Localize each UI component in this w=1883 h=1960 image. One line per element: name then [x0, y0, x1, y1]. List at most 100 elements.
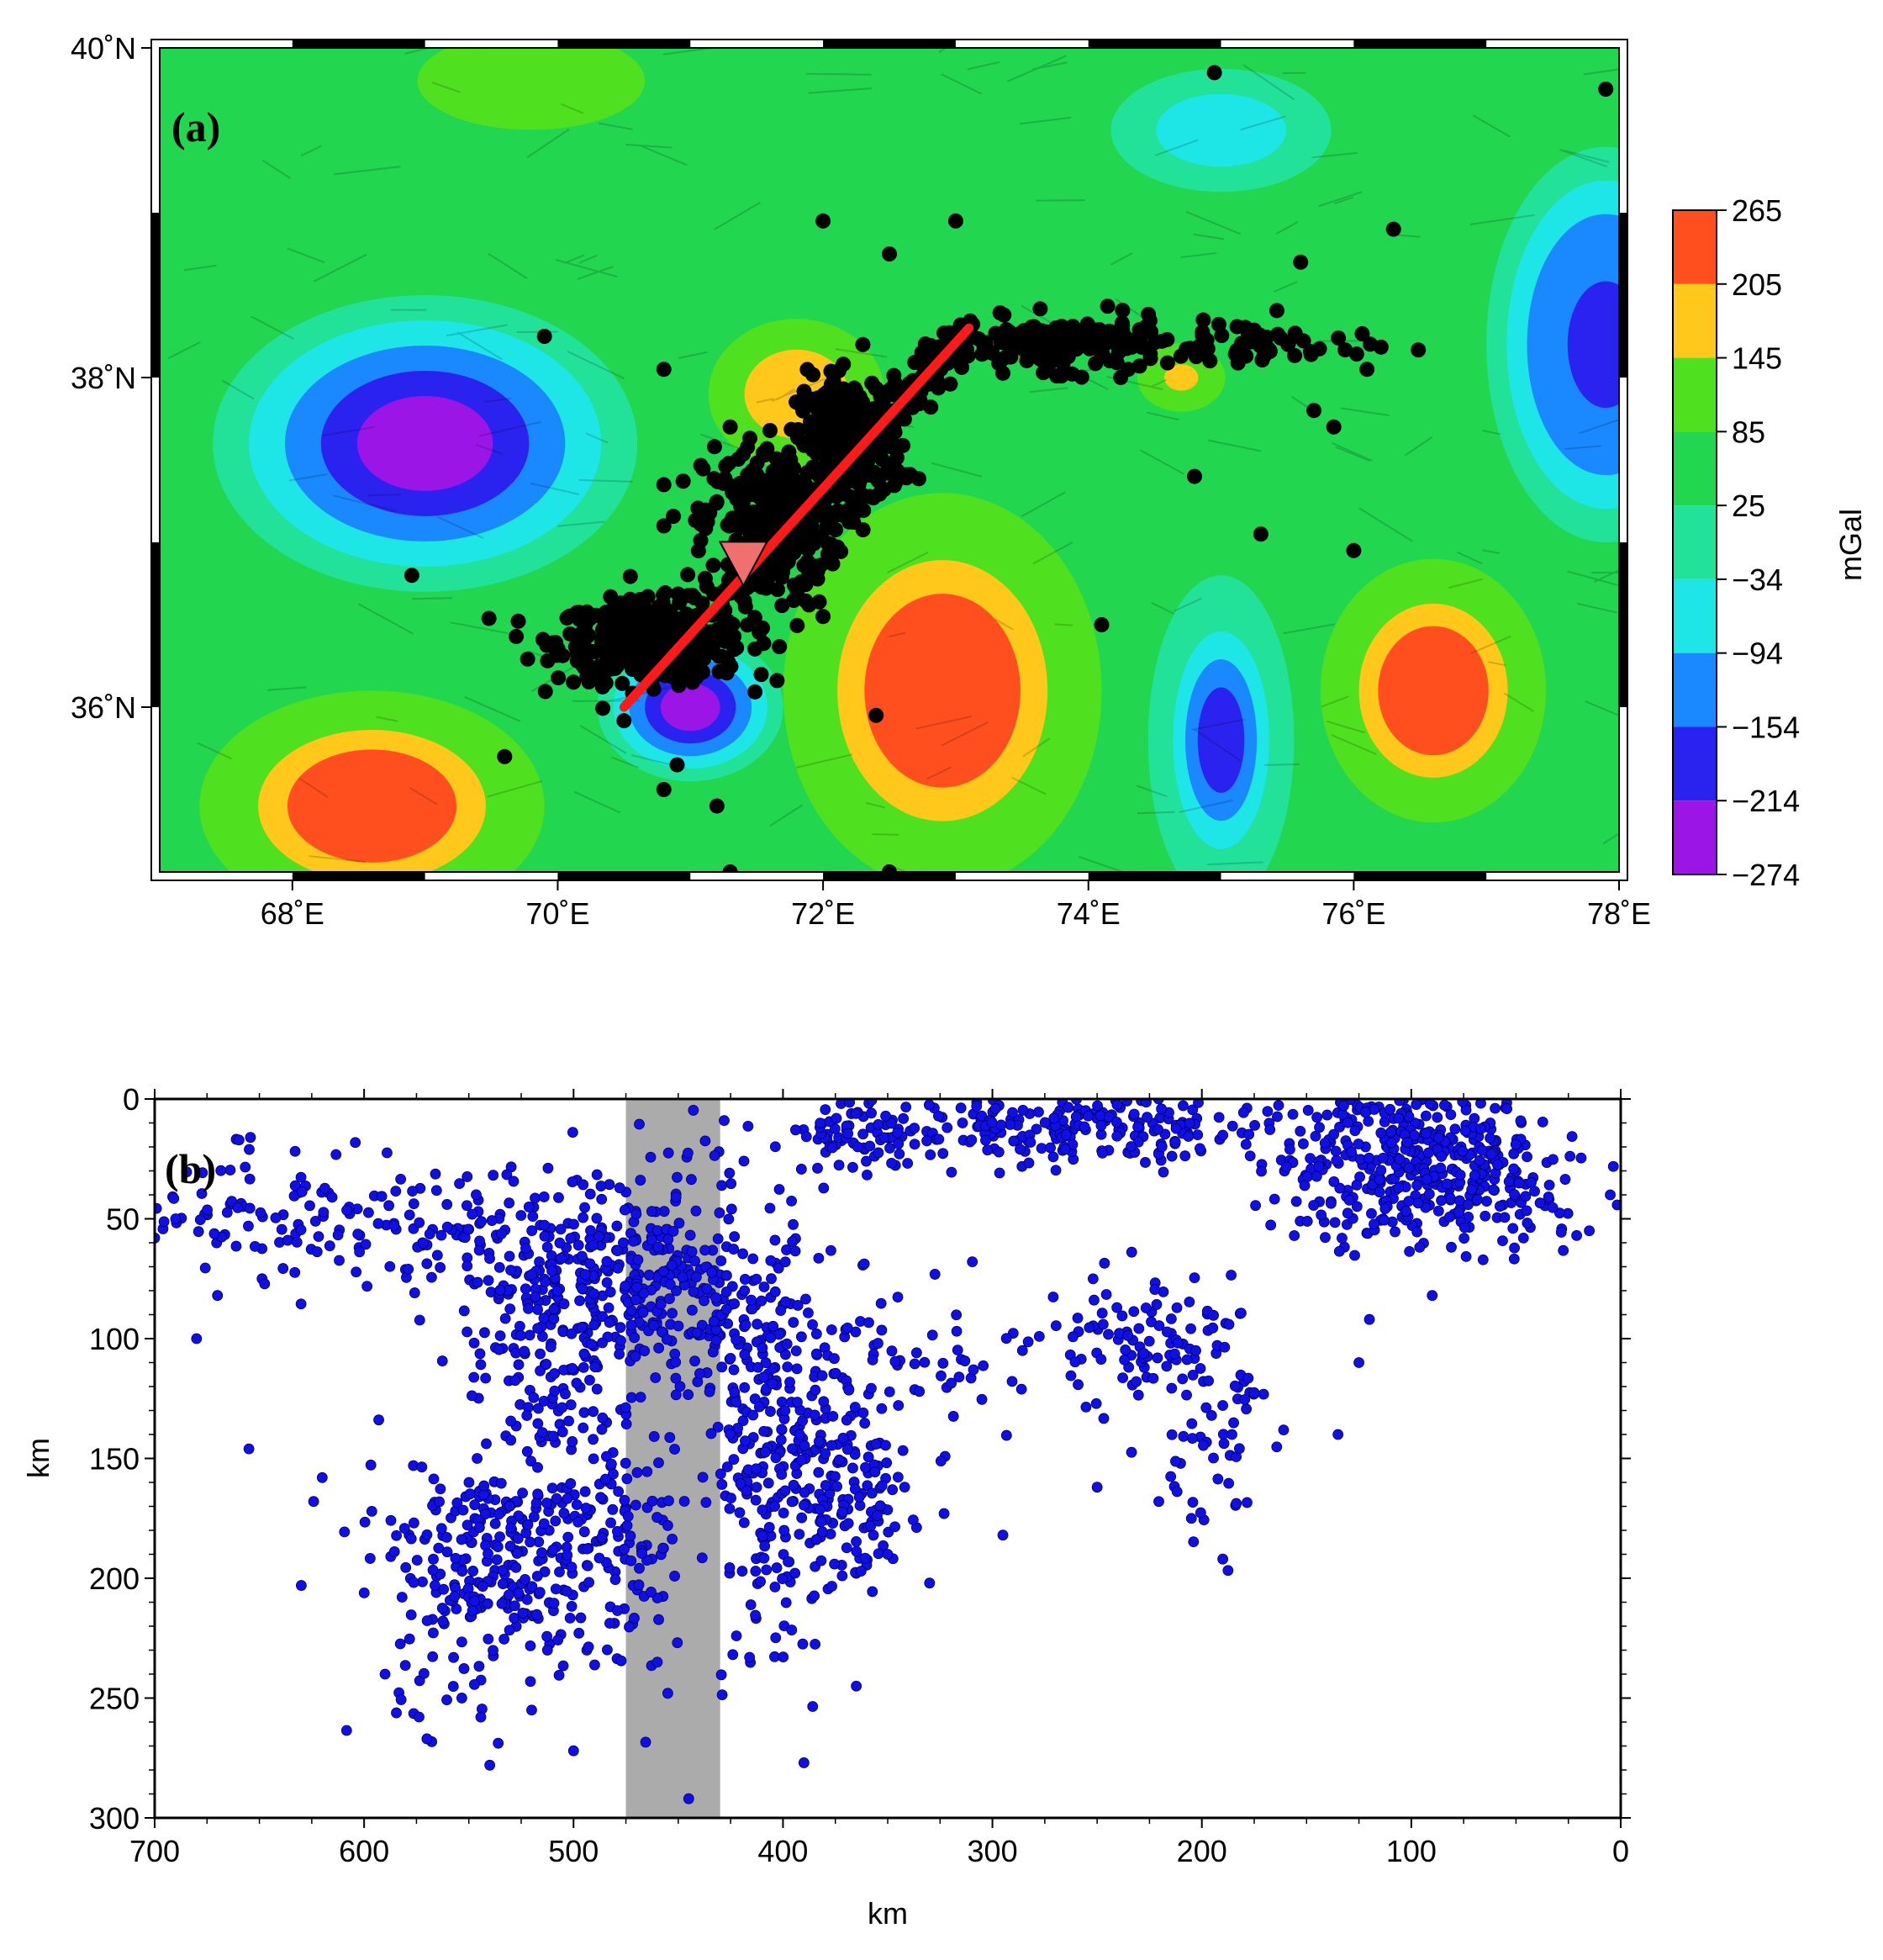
hypocenter: [1156, 1141, 1168, 1153]
hypocenter: [686, 1304, 698, 1316]
hypocenter: [1248, 1387, 1260, 1398]
relief-stroke: [1011, 776, 1047, 795]
hypocenter: [421, 1615, 433, 1626]
relief-stroke: [1326, 720, 1366, 734]
hypocenter: [1337, 1233, 1348, 1244]
hypocenter: [1435, 1162, 1447, 1174]
hypocenter: [667, 1225, 679, 1237]
hypocenter: [481, 1438, 492, 1450]
epicenter: [627, 654, 643, 670]
y-tick-label: 0: [123, 1082, 140, 1117]
hypocenter: [361, 1281, 373, 1292]
hypocenter: [1132, 1389, 1144, 1401]
epicenter: [616, 713, 632, 729]
hypocenter: [505, 1434, 517, 1446]
hypocenter: [630, 1294, 641, 1306]
hypocenters: [155, 1099, 1621, 1804]
hypocenter: [504, 1500, 515, 1512]
hypocenter: [295, 1580, 307, 1591]
hypocenter: [405, 1533, 417, 1545]
epicenter: [1206, 65, 1222, 81]
hypocenter: [862, 1451, 874, 1463]
hypocenter: [526, 1225, 538, 1237]
hypocenter: [584, 1188, 596, 1200]
hypocenter: [841, 1322, 853, 1334]
hypocenter: [951, 1325, 963, 1337]
hypocenter: [1242, 1372, 1254, 1384]
hypocenter: [289, 1266, 301, 1278]
hypocenter: [588, 1239, 599, 1251]
hypocenter: [496, 1598, 508, 1609]
epicenter: [1354, 325, 1370, 341]
epicenter: [1363, 336, 1379, 352]
hypocenter: [539, 1230, 551, 1242]
hypocenter: [549, 1385, 561, 1397]
hypocenter: [769, 1141, 781, 1153]
hypocenter: [1047, 1151, 1059, 1163]
hypocenter: [597, 1311, 609, 1323]
hypocenter: [475, 1359, 487, 1371]
hypocenter: [491, 1554, 503, 1566]
epicenter: [1293, 254, 1309, 270]
hypocenter: [546, 1482, 558, 1494]
hypocenter: [1584, 1225, 1596, 1237]
hypocenter: [1208, 1452, 1219, 1464]
hypocenter: [360, 1239, 372, 1250]
hypocenter: [631, 1281, 642, 1293]
epicenter: [1337, 342, 1353, 358]
contour-band: [660, 683, 720, 732]
x-tick-label: 76˚E: [1321, 896, 1385, 931]
epicenter: [720, 517, 736, 533]
hypocenter: [585, 1339, 597, 1350]
hypocenter: [1445, 1109, 1457, 1120]
hypocenter: [788, 1218, 799, 1230]
epicenter: [536, 329, 552, 344]
hypocenter: [664, 1293, 675, 1304]
hypocenter: [483, 1548, 493, 1559]
epicenter: [1036, 365, 1052, 381]
hypocenter: [578, 1526, 590, 1538]
hypocenter: [566, 1561, 578, 1573]
relief-stroke: [1448, 578, 1483, 589]
hypocenter: [359, 1516, 371, 1528]
epicenter: [581, 627, 597, 643]
hypocenter: [995, 1119, 1007, 1131]
hypocenter: [426, 1271, 437, 1283]
hypocenter: [541, 1498, 552, 1508]
epicenter: [683, 642, 699, 658]
epicenter: [789, 584, 805, 600]
epicenter: [404, 568, 419, 584]
hypocenter: [1411, 1226, 1423, 1238]
hypocenter: [729, 1387, 741, 1398]
colorbar-band: [1673, 800, 1717, 874]
hypocenter: [1503, 1175, 1515, 1187]
hypocenter: [1427, 1290, 1438, 1302]
hypocenter: [813, 1466, 825, 1478]
hypocenter: [921, 1135, 933, 1147]
contour-band: [1179, 106, 1264, 155]
hypocenter: [362, 1207, 374, 1218]
y-tick-label: 36˚N: [71, 690, 136, 725]
relief-stroke: [915, 716, 973, 730]
hypocenter: [436, 1355, 448, 1366]
hypocenter: [585, 1225, 596, 1236]
hypocenter: [775, 1434, 787, 1445]
hypocenter: [556, 1426, 568, 1438]
hypocenter: [1515, 1115, 1527, 1127]
hypocenter: [295, 1298, 307, 1310]
hypocenter: [1469, 1170, 1480, 1181]
hypocenter: [1485, 1133, 1495, 1144]
hypocenter: [1411, 1099, 1422, 1110]
epicenter: [693, 457, 709, 473]
hypocenter: [427, 1564, 439, 1576]
epicenter: [765, 552, 781, 568]
hypocenter: [923, 1099, 935, 1111]
hypocenter: [593, 1552, 605, 1564]
hypocenter: [1111, 1099, 1123, 1111]
hypocenter: [583, 1577, 594, 1588]
x-tick-label: 72˚E: [791, 896, 855, 931]
hypocenter: [937, 1357, 949, 1369]
hypocenter: [682, 1147, 694, 1159]
hypocenter: [428, 1553, 439, 1565]
hypocenter: [924, 1577, 936, 1589]
